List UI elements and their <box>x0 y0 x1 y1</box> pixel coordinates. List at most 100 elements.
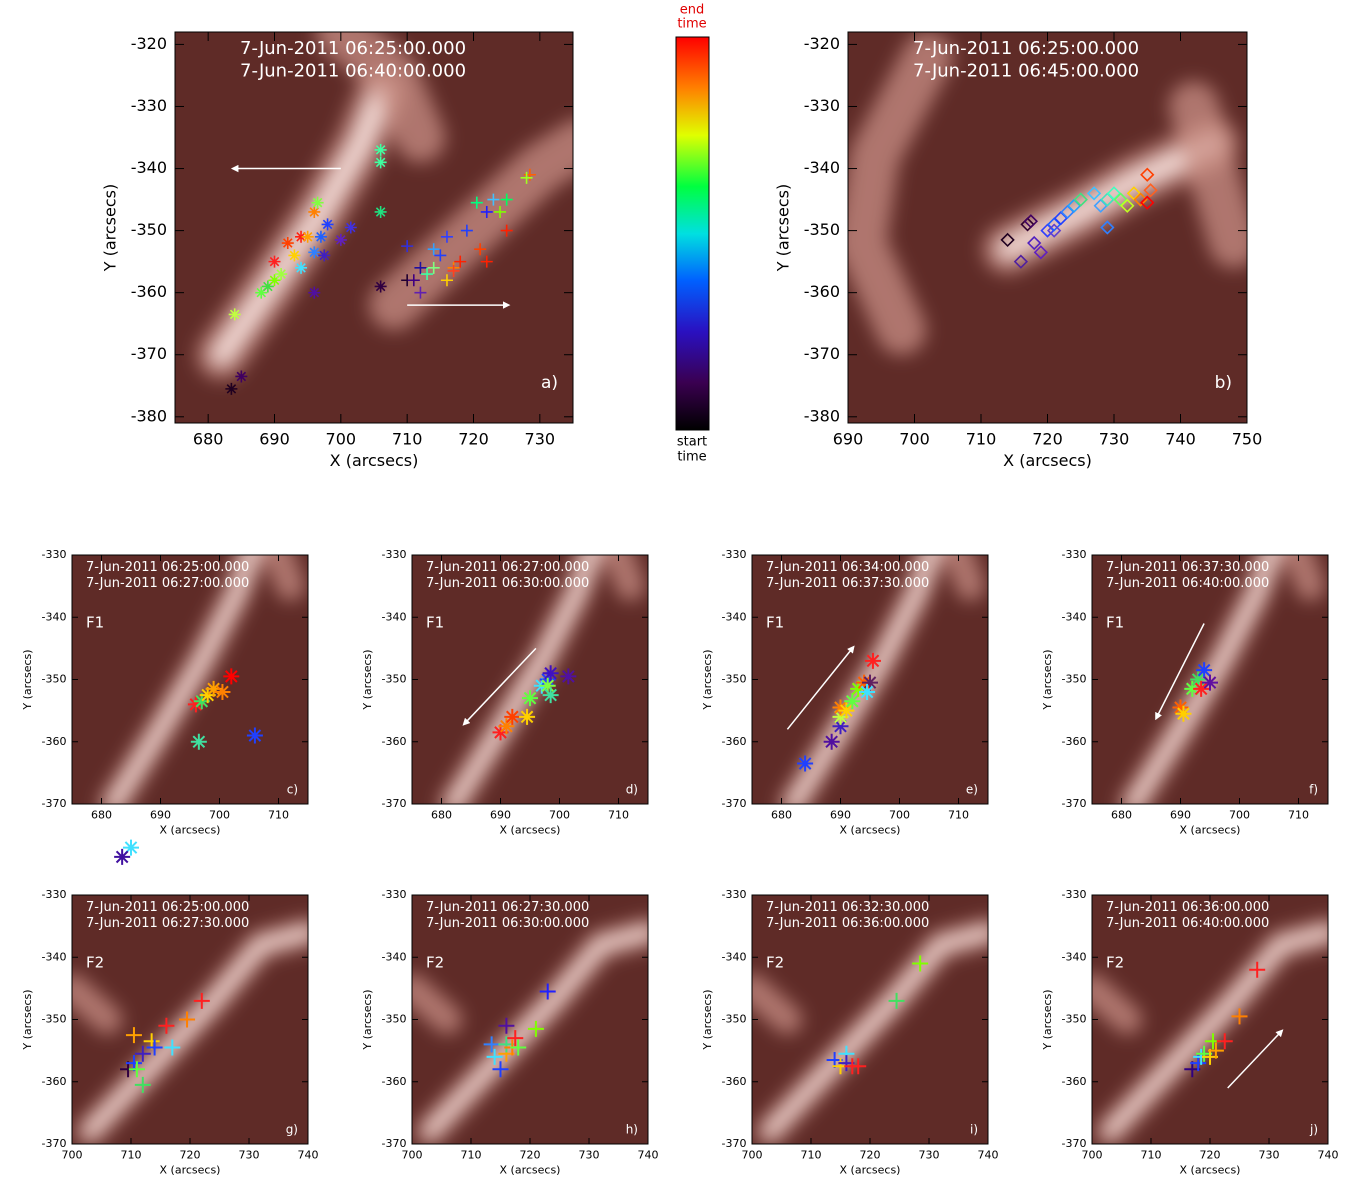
data-point <box>268 274 281 287</box>
time-range: 7-Jun-2011 06:25:00.000 <box>86 900 249 915</box>
y-tick-label: -340 <box>42 950 67 963</box>
data-point <box>123 839 139 856</box>
y-tick-label: -350 <box>1062 673 1087 686</box>
data-point <box>374 156 387 169</box>
x-axis-label: X (arcsecs) <box>840 1163 901 1176</box>
data-point <box>179 1011 196 1028</box>
data-point <box>407 274 420 287</box>
y-tick-label: -350 <box>1062 1013 1087 1026</box>
data-point <box>486 1048 503 1065</box>
y-tick-label: -350 <box>722 1013 747 1026</box>
data-point <box>308 286 321 299</box>
direction-arrow <box>1227 1029 1284 1089</box>
data-point <box>1249 961 1266 978</box>
data-point <box>1027 235 1042 251</box>
x-tick-label: 720 <box>180 1149 201 1162</box>
image-structure <box>778 555 986 804</box>
y-tick-label: -350 <box>42 673 67 686</box>
y-tick-label: -350 <box>131 220 167 239</box>
data-point <box>301 230 314 243</box>
x-tick-label: 740 <box>1318 1149 1339 1162</box>
y-axis-label: Y (arcsecs) <box>361 649 374 710</box>
y-tick-label: -330 <box>1062 888 1087 901</box>
data-point <box>850 1058 867 1075</box>
x-tick-label: 690 <box>150 809 171 822</box>
data-point <box>190 733 207 750</box>
data-point <box>440 274 453 287</box>
y-tick-label: -340 <box>42 610 67 623</box>
x-tick-label: 700 <box>326 429 357 448</box>
bright-loop <box>1168 81 1247 268</box>
bright-loop <box>942 555 986 601</box>
y-axis-label: Y (arcsecs) <box>774 184 793 272</box>
data-point <box>1143 183 1158 198</box>
data-point <box>542 665 559 682</box>
y-tick-label: -360 <box>722 735 747 748</box>
y-tick-label: -350 <box>722 673 747 686</box>
x-tick-label: 730 <box>579 1149 600 1162</box>
data-point <box>308 205 321 218</box>
data-point <box>311 196 324 209</box>
y-axis-label: Y (arcsecs) <box>361 989 374 1050</box>
data-point <box>460 224 473 237</box>
x-tick-label: 680 <box>193 429 224 448</box>
data-point <box>268 255 281 268</box>
image-structure <box>72 917 308 1144</box>
data-point <box>374 205 387 218</box>
data-point <box>912 955 929 972</box>
panel: 680 690 700 710 -370 -360 -350 -340 -330 X (arcse… <box>1041 548 1329 836</box>
y-tick-label: -340 <box>722 950 747 963</box>
bright-core <box>447 555 597 804</box>
x-tick-label: 730 <box>525 429 556 448</box>
data-point <box>888 992 905 1009</box>
data-point <box>500 224 513 237</box>
y-tick-label: -350 <box>42 1013 67 1026</box>
panel: 680 690 700 710 -370 -360 -350 -340 -330 X (arcse… <box>21 548 309 865</box>
data-point <box>507 1030 524 1047</box>
panel: 680 690 700 710 -370 -360 -350 -340 -330 X (arcse… <box>361 548 649 836</box>
x-tick-label: 710 <box>1288 809 1309 822</box>
x-tick-label: 700 <box>742 1149 763 1162</box>
x-axis-label: X (arcsecs) <box>160 1163 221 1176</box>
data-point <box>520 171 533 184</box>
x-tick-label: 700 <box>889 809 910 822</box>
x-tick-label: 700 <box>899 429 930 448</box>
data-point <box>859 683 876 700</box>
y-tick-label: -370 <box>382 797 407 810</box>
panel-label: c) <box>287 783 298 797</box>
y-tick-label: -340 <box>1062 610 1087 623</box>
data-point <box>498 718 515 735</box>
data-point <box>864 652 881 669</box>
x-tick-label: 730 <box>1259 1149 1280 1162</box>
x-tick-label: 710 <box>801 1149 822 1162</box>
x-tick-label: 690 <box>1170 809 1191 822</box>
y-tick-label: -320 <box>804 34 840 53</box>
x-axis-label: X (arcsecs) <box>500 823 561 836</box>
y-tick-label: -330 <box>804 96 840 115</box>
x-tick-label: 690 <box>830 809 851 822</box>
data-point <box>318 249 331 262</box>
panel-label: e) <box>966 783 978 797</box>
time-range: 7-Jun-2011 06:30:00.000 <box>426 916 589 931</box>
y-axis-label: Y (arcsecs) <box>1041 989 1054 1050</box>
colorbar-label: end <box>680 3 705 18</box>
y-tick-label: -330 <box>131 96 167 115</box>
data-point <box>539 677 556 694</box>
data-point <box>374 280 387 293</box>
x-tick-label: 680 <box>91 809 112 822</box>
x-tick-label: 720 <box>860 1149 881 1162</box>
data-point <box>522 690 538 707</box>
data-point <box>1013 254 1029 269</box>
image-structure <box>1092 917 1328 1144</box>
x-tick-label: 710 <box>121 1149 142 1162</box>
data-point <box>539 983 556 1000</box>
bright-core <box>1127 555 1277 804</box>
data-point <box>334 233 347 246</box>
y-tick-label: -340 <box>722 610 747 623</box>
data-point <box>235 370 248 383</box>
image-structure <box>412 917 648 1144</box>
data-point <box>295 230 308 243</box>
x-tick-label: 750 <box>1232 429 1263 448</box>
panel-label: b) <box>1215 373 1232 393</box>
